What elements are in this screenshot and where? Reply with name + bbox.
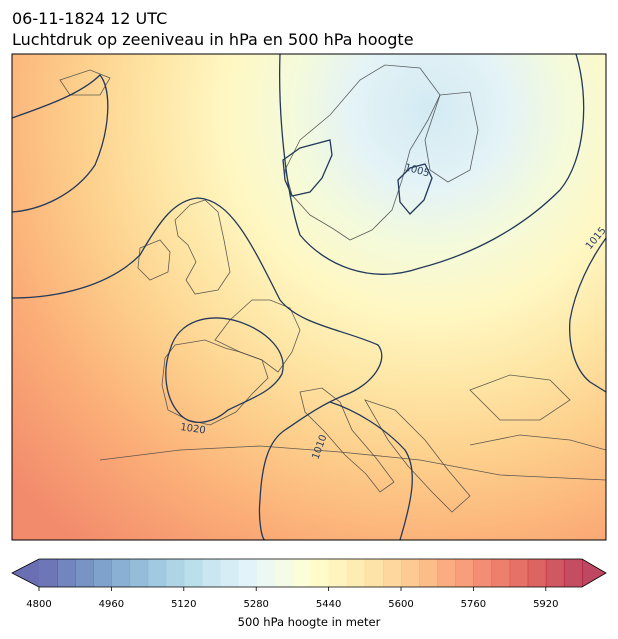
colorbar-extend-max — [582, 559, 606, 587]
colorbar-swatch — [292, 559, 312, 587]
coast-iberia — [161, 339, 269, 426]
colorbar-swatch — [57, 559, 76, 587]
isobar-label-1020: 1020 — [180, 422, 207, 436]
colorbar-swatch — [437, 559, 456, 587]
coast-finland — [424, 91, 479, 183]
colorbar-swatch — [310, 559, 330, 587]
coast-ireland — [137, 239, 171, 281]
map-content: 1005 1010 1015 1020 — [12, 54, 606, 540]
coast-balkans — [364, 399, 471, 513]
colorbar-label: 500 hPa hoogte in meter — [238, 615, 381, 629]
colorbar-swatch — [147, 559, 167, 587]
coast-italy — [299, 387, 395, 493]
colorbar-tick-label: 5280 — [243, 599, 268, 610]
colorbar-swatch — [111, 559, 131, 587]
coast-uk — [174, 199, 231, 295]
colorbar-swatch — [455, 559, 474, 587]
isobars — [12, 54, 606, 540]
coast-turkey — [469, 434, 606, 451]
colorbar-swatch — [364, 559, 384, 587]
isobar-1005-baltic — [397, 163, 433, 215]
colorbar-swatch — [256, 559, 275, 587]
colorbar-swatch — [545, 559, 565, 587]
colorbar-swatch — [75, 559, 94, 587]
colorbar-swatch — [401, 559, 420, 587]
colorbar-swatch — [563, 559, 583, 587]
colorbar-swatch — [328, 559, 348, 587]
isobar-1015-italy — [329, 401, 413, 540]
isobar-1015-main — [12, 197, 383, 540]
coastlines — [59, 64, 606, 513]
map-frame — [11, 53, 607, 541]
colorbar-extend-min — [12, 559, 39, 587]
colorbar-tick-label: 5600 — [388, 599, 413, 610]
isobar-1015-east — [569, 237, 606, 393]
colorbar-swatch — [509, 559, 529, 587]
colorbar-swatch — [274, 559, 293, 587]
colorbar-swatch — [238, 559, 257, 587]
coast-africa — [99, 445, 606, 481]
colorbar-swatch — [201, 559, 221, 587]
isobar-1015-west — [12, 74, 109, 213]
colorbar-swatch — [419, 559, 438, 587]
colorbar-tick-label: 5120 — [171, 599, 196, 610]
isobar-1020 — [165, 317, 284, 423]
colorbar-swatch — [491, 559, 511, 587]
colorbar-tick-label: 4960 — [99, 599, 124, 610]
colorbar-swatch — [129, 559, 149, 587]
colorbar-swatch — [382, 559, 402, 587]
title-line-1: 06-11-1824 12 UTC — [12, 9, 168, 28]
colorbar-swatch — [220, 559, 239, 587]
coast-france — [214, 299, 301, 373]
colorbar-swatch — [165, 559, 185, 587]
isobar-1005-north — [282, 139, 333, 197]
colorbar-tick-label: 5920 — [533, 599, 558, 610]
colorbar-ticks: 4800 4960 5120 5280 5440 5600 5760 5920 — [26, 587, 559, 610]
colorbar-tick-label: 5440 — [316, 599, 341, 610]
coast-scandinavia — [284, 64, 441, 241]
colorbar-tick-label: 4800 — [26, 599, 51, 610]
colorbar-tick-label: 5760 — [461, 599, 486, 610]
colorbar-swatch — [346, 559, 366, 587]
colorbar-swatch — [527, 559, 547, 587]
colorbar-swatches — [11, 558, 607, 588]
colorbar-swatch — [183, 559, 203, 587]
title-line-2: Luchtdruk op zeeniveau in hPa en 500 hPa… — [12, 30, 414, 49]
colorbar-swatch — [39, 559, 58, 587]
isobar-1010 — [279, 54, 585, 275]
colorbar-swatch — [93, 559, 112, 587]
colorbar-swatch — [473, 559, 493, 587]
coast-blacksea — [469, 374, 571, 421]
